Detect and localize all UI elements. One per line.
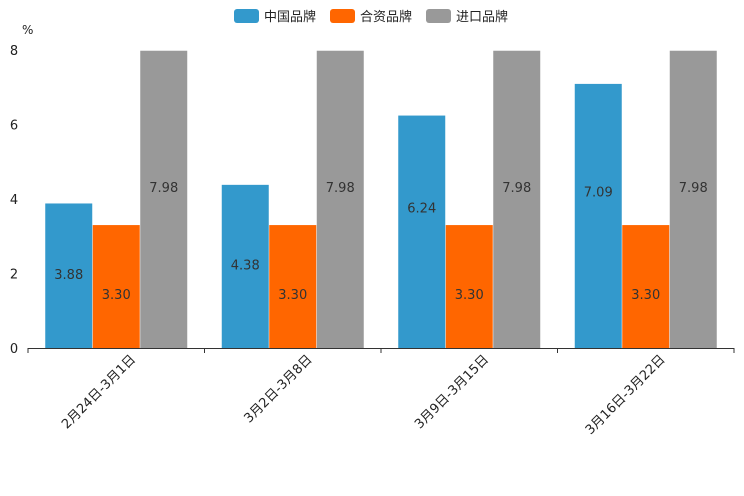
legend-label[interactable]: 中国品牌 xyxy=(264,9,316,25)
bars: 3.88 3.30 7.98 4.38 3.30 7.98 6.24 3.30 7.98 7.09… xyxy=(45,50,717,349)
x-category-label: 3月16日-3月22日 xyxy=(583,352,669,438)
data-label: 3.30 xyxy=(278,288,307,303)
data-label: 4.38 xyxy=(231,259,260,274)
bar xyxy=(316,50,364,349)
y-axis-unit-label: % xyxy=(22,23,33,37)
bar xyxy=(445,225,493,348)
data-label: 7.98 xyxy=(679,181,708,196)
legend-swatch xyxy=(234,9,259,23)
y-tick-label: 6 xyxy=(10,119,18,134)
bar xyxy=(669,50,717,349)
bar xyxy=(92,225,140,348)
x-axis: 2月24日-3月1日 3月2日-3月8日 3月9日-3月15日 3月16日-3月22日 xyxy=(27,348,735,438)
y-tick-label: 4 xyxy=(10,193,18,208)
bar xyxy=(140,50,188,349)
bar xyxy=(574,83,622,349)
data-label: 3.30 xyxy=(455,288,484,303)
legend-label[interactable]: 合资品牌 xyxy=(360,9,412,25)
x-category-label: 3月2日-3月8日 xyxy=(241,352,315,426)
data-label: 7.98 xyxy=(502,181,531,196)
legend: 中国品牌 合资品牌 进口品牌 xyxy=(234,9,508,25)
bar xyxy=(398,115,446,348)
legend-swatch xyxy=(426,9,451,23)
bar xyxy=(269,225,317,348)
bar xyxy=(493,50,541,349)
data-label: 7.98 xyxy=(149,181,178,196)
y-tick-label: 8 xyxy=(10,44,18,59)
bar xyxy=(45,203,93,348)
x-category-label: 2月24日-3月1日 xyxy=(59,352,139,432)
legend-swatch xyxy=(330,9,355,23)
y-axis: 0 2 4 6 8 xyxy=(10,44,18,357)
data-label: 3.30 xyxy=(102,288,131,303)
bar xyxy=(221,184,269,348)
data-label: 6.24 xyxy=(407,202,436,217)
data-label: 7.98 xyxy=(326,181,355,196)
data-label: 7.09 xyxy=(584,186,613,201)
legend-label[interactable]: 进口品牌 xyxy=(456,9,508,25)
data-label: 3.88 xyxy=(54,268,83,283)
bar xyxy=(622,225,670,348)
y-tick-label: 2 xyxy=(10,268,18,283)
y-tick-label: 0 xyxy=(10,342,18,357)
x-category-label: 3月9日-3月15日 xyxy=(412,352,492,432)
data-label: 3.30 xyxy=(631,288,660,303)
